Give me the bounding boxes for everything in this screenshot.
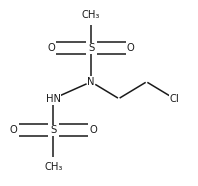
Text: HN: HN bbox=[46, 94, 61, 104]
Text: CH₃: CH₃ bbox=[44, 162, 63, 172]
Text: S: S bbox=[50, 125, 57, 135]
Text: O: O bbox=[127, 43, 135, 53]
Text: S: S bbox=[88, 43, 94, 53]
Text: O: O bbox=[10, 125, 18, 135]
Text: CH₃: CH₃ bbox=[82, 10, 100, 20]
Text: Cl: Cl bbox=[169, 94, 179, 104]
Text: O: O bbox=[48, 43, 55, 53]
Text: N: N bbox=[87, 77, 95, 87]
Text: O: O bbox=[89, 125, 97, 135]
